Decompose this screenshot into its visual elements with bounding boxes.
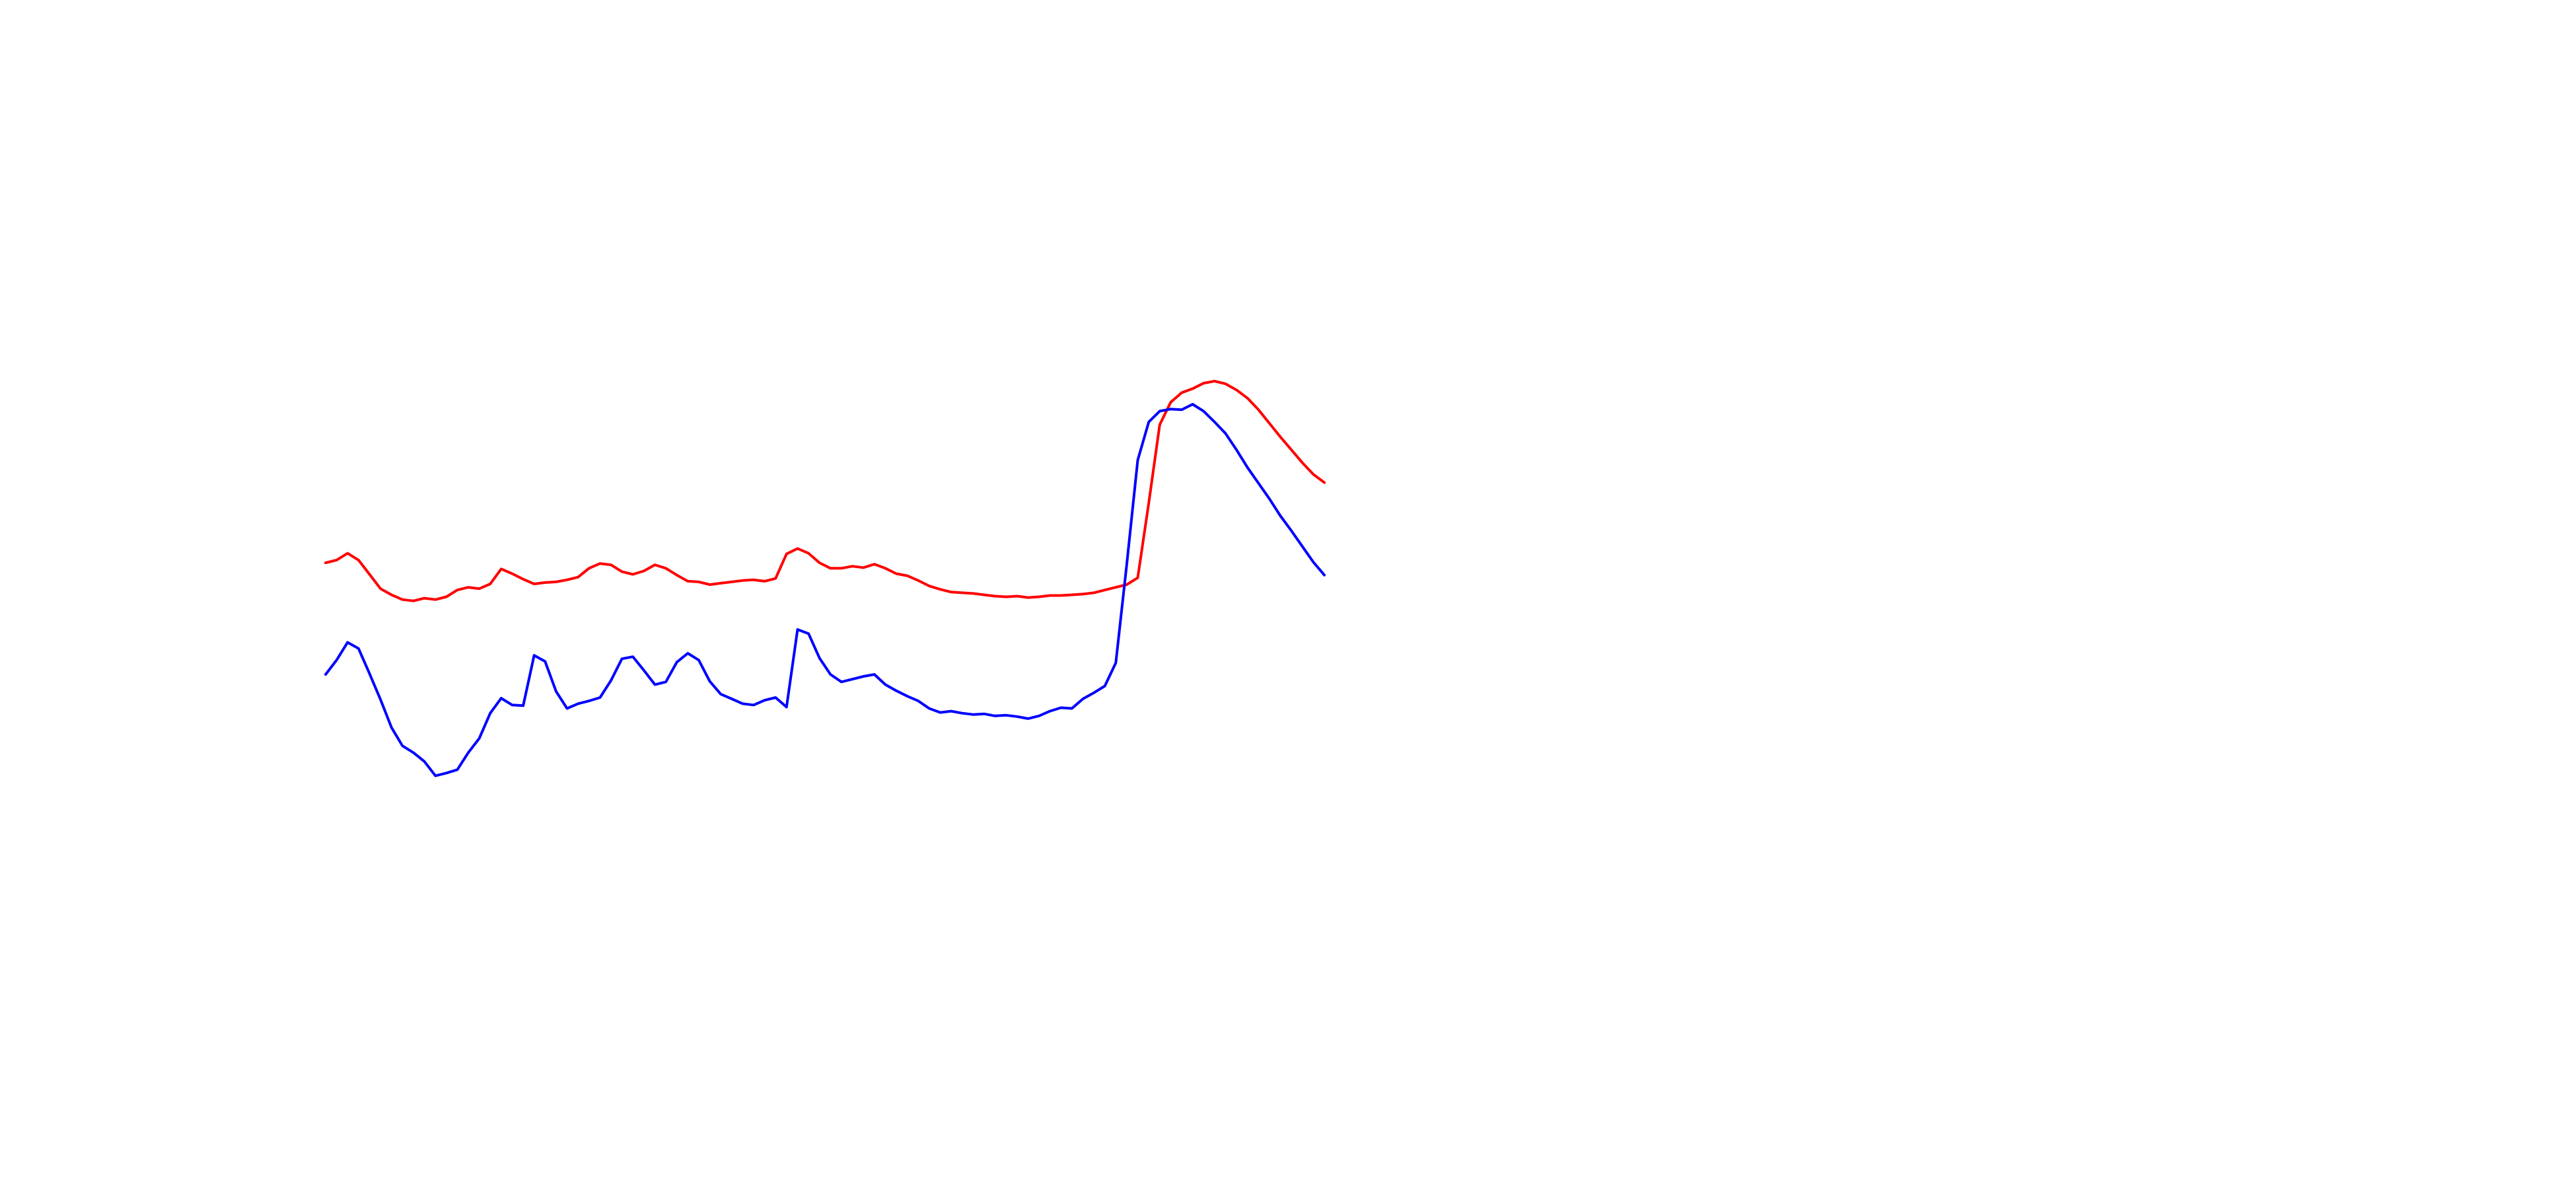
series-line-1 xyxy=(324,380,1326,602)
plot-area xyxy=(324,380,1326,777)
series-line-2 xyxy=(324,403,1326,777)
